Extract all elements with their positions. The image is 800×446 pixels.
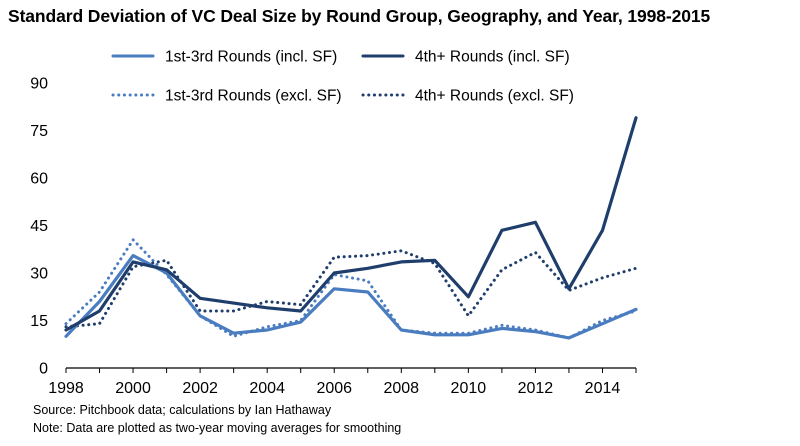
- x-tick-label: 2000: [115, 380, 151, 397]
- legend-label-2: 1st-3rd Rounds (excl. SF): [165, 88, 342, 105]
- y-tick-label: 0: [39, 361, 48, 378]
- legend-label-3: 4th+ Rounds (excl. SF): [415, 88, 574, 105]
- source-note: Source: Pitchbook data; calculations by …: [33, 403, 332, 417]
- x-tick-label: 2002: [182, 380, 218, 397]
- legend-label-0: 1st-3rd Rounds (incl. SF): [165, 49, 337, 66]
- legend: 1st-3rd Rounds (incl. SF) 4th+ Rounds (in…: [111, 49, 574, 105]
- smoothing-note: Note: Data are plotted as two-year movin…: [33, 421, 402, 435]
- x-tick-label: 2014: [585, 380, 621, 397]
- x-tick-label: 2006: [316, 380, 352, 397]
- y-tick-label: 30: [30, 266, 48, 283]
- y-tick-label: 90: [30, 76, 48, 93]
- series-line-3: [64, 249, 638, 329]
- y-tick-label: 15: [30, 313, 48, 330]
- x-tick-label: 2008: [383, 380, 419, 397]
- plot-area: [64, 116, 638, 340]
- series-line-0: [64, 254, 638, 340]
- x-axis-ticks: 1998 2000 2002 2004 2006 2008 2010 2012 2014: [48, 368, 637, 397]
- x-tick-label: 2012: [518, 380, 554, 397]
- x-tick-label: 1998: [48, 380, 84, 397]
- legend-label-1: 4th+ Rounds (incl. SF): [415, 49, 570, 66]
- x-tick-label: 2004: [249, 380, 285, 397]
- x-tick-label: 2010: [451, 380, 487, 397]
- chart-title: Standard Deviation of VC Deal Size by Ro…: [8, 6, 711, 26]
- y-tick-label: 75: [30, 123, 48, 140]
- y-tick-label: 60: [30, 171, 48, 188]
- series-line-1: [64, 116, 638, 332]
- y-tick-label: 45: [30, 218, 48, 235]
- y-axis-ticks: 0 15 30 45 60 75 90: [30, 76, 48, 378]
